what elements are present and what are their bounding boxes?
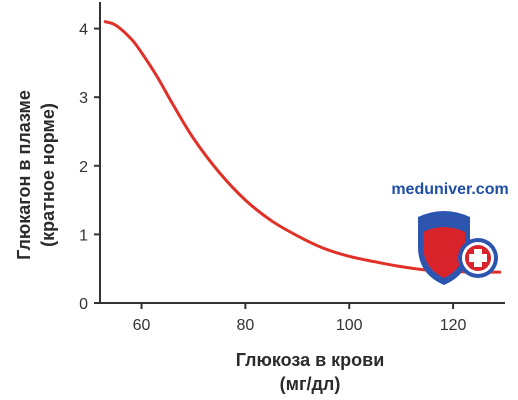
y-tick-label: 3 (79, 90, 88, 107)
x-axis-label-line-1: Глюкоза в крови (236, 350, 385, 370)
x-tick-label: 60 (133, 317, 151, 334)
x-tick-label: 80 (236, 317, 254, 334)
y-tick-label: 4 (79, 22, 88, 39)
x-tick-label: 120 (440, 317, 467, 334)
watermark-group: meduniver.com (391, 181, 509, 285)
x-axis-label-line-2: (мг/дл) (280, 374, 341, 394)
y-tick-label: 0 (79, 296, 88, 313)
y-axis-label-group: Глюкагон в плазме (14, 90, 34, 260)
shield-logo-icon (418, 211, 498, 285)
ticks: 0 1 2 3 4 60 80 100 120 (79, 22, 466, 334)
y-axis-label-group-2: (кратное норме) (38, 103, 58, 247)
x-tick-label: 100 (336, 317, 363, 334)
y-axis-label-line-1: Глюкагон в плазме (14, 90, 34, 260)
y-tick-label: 1 (79, 227, 88, 244)
y-axis-label-line-2: (кратное норме) (38, 103, 58, 247)
y-tick-label: 2 (79, 159, 88, 176)
axes (99, 2, 505, 304)
watermark-text: meduniver.com (391, 181, 508, 198)
